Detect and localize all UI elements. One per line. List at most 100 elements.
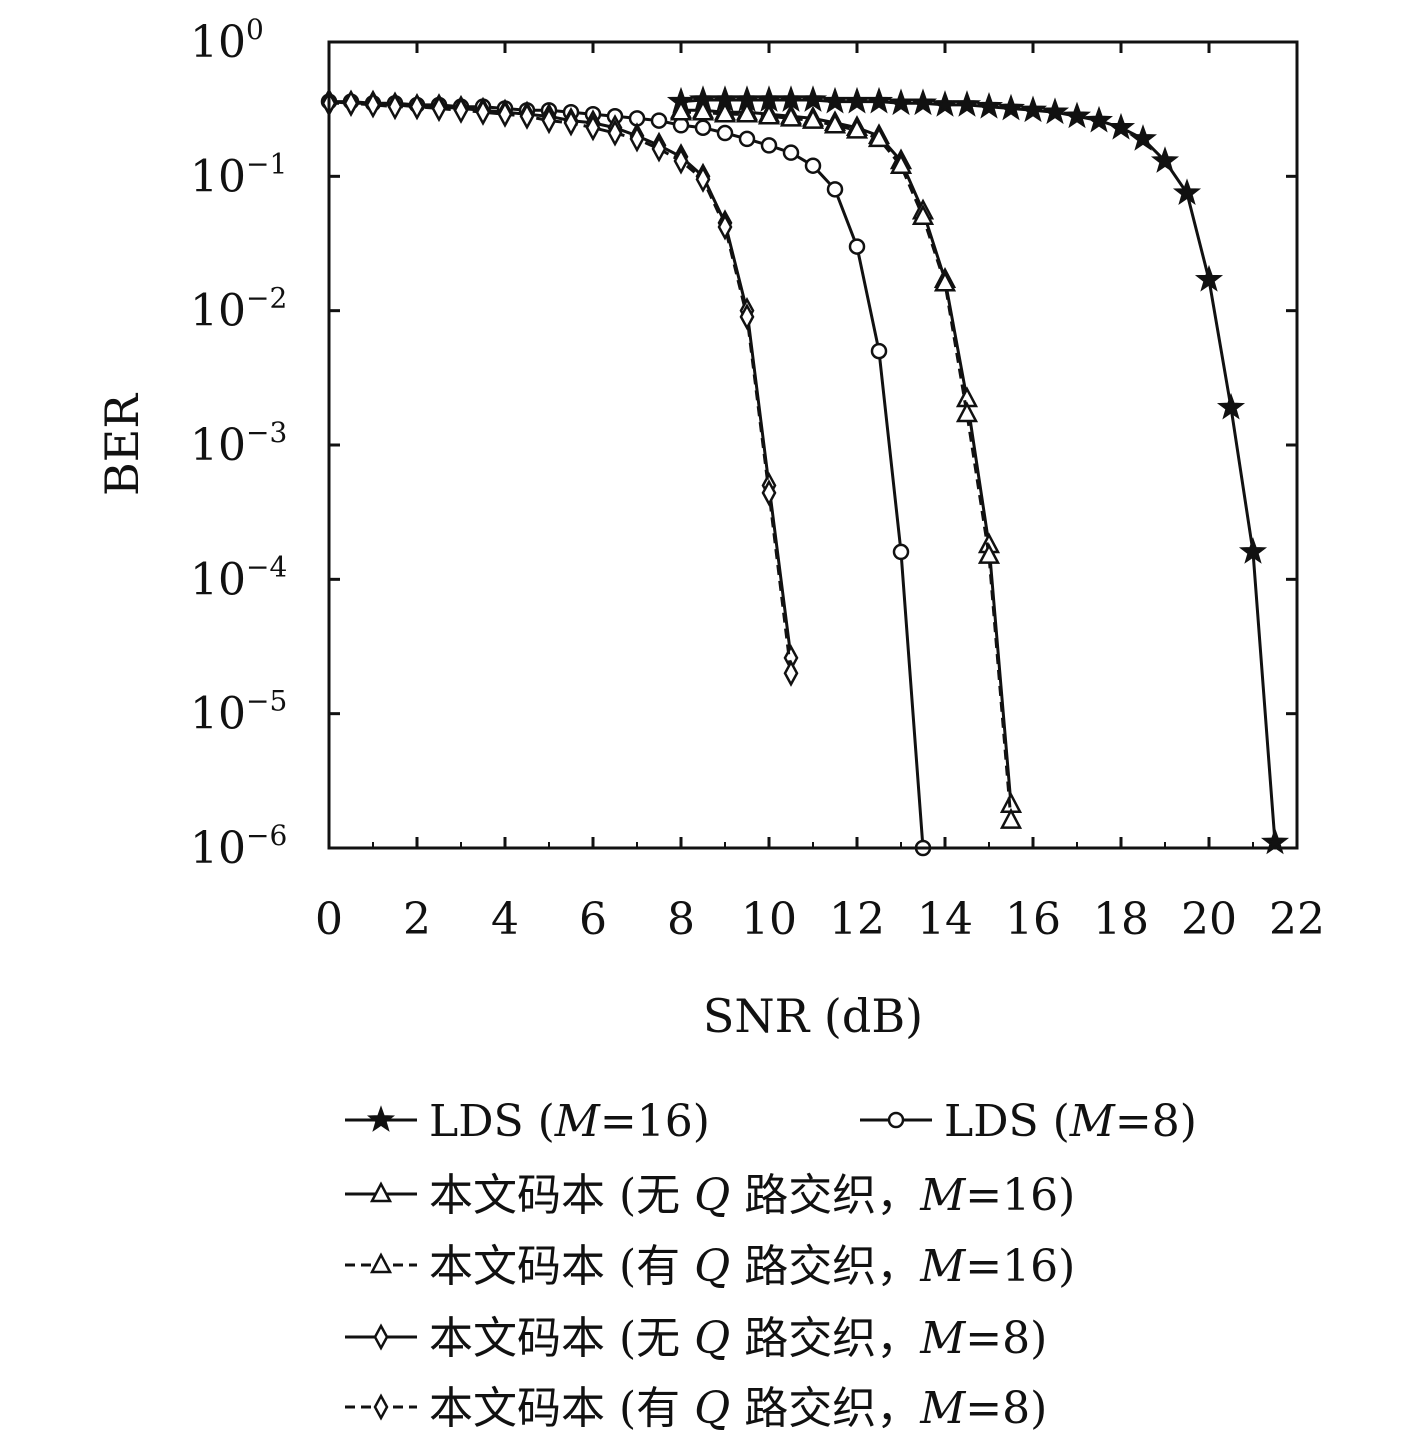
x-tick-label: 16 (1005, 894, 1061, 945)
legend-label: 本文码本 (有 Q 路交织，M=8) (429, 1383, 1047, 1434)
x-tick-label: 0 (315, 894, 343, 945)
data-point (757, 103, 781, 125)
x-tick-label: 20 (1181, 894, 1237, 945)
data-point (842, 86, 872, 114)
data-point (845, 117, 869, 139)
series-5 (321, 87, 799, 672)
y-tick-exponent: −6 (246, 819, 287, 852)
data-point (735, 101, 759, 123)
legend-label: LDS (M=16) (429, 1096, 710, 1147)
legend-label-part: 本文码本 (无 (429, 1313, 694, 1364)
data-point (541, 106, 557, 135)
data-point (782, 144, 800, 161)
legend-item: 本文码本 (有 Q 路交织，M=8) (345, 1383, 1047, 1434)
x-axis-title: SNR (dB) (703, 989, 923, 1043)
data-point (431, 94, 447, 123)
data-point (911, 204, 935, 226)
legend-label-part: =8) (1115, 1096, 1197, 1147)
legend-label-part: =16) (965, 1170, 1075, 1221)
data-point (761, 479, 777, 507)
x-tick-label: 8 (667, 894, 695, 945)
data-point (955, 401, 979, 423)
y-tick-label: 10−1 (190, 147, 287, 202)
data-point (779, 105, 803, 127)
series-6 (321, 89, 799, 687)
legend-label-part: M (919, 1383, 966, 1434)
data-point (823, 112, 847, 134)
y-tick-exponent: −5 (246, 685, 287, 718)
data-point (409, 93, 425, 121)
data-point (1085, 105, 1113, 133)
legend-label-part: LDS ( (944, 1096, 1070, 1147)
y-tick-label: 10−5 (190, 685, 287, 740)
y-tick-label: 10−6 (190, 819, 287, 874)
legend-label: 本文码本 (无 Q 路交织，M=16) (429, 1170, 1075, 1221)
data-point (497, 100, 513, 128)
data-point (908, 88, 938, 116)
y-tick-exponent: −4 (246, 550, 287, 583)
legend-label-part: Q (694, 1170, 730, 1221)
data-point (952, 90, 982, 117)
x-tick-label: 12 (829, 894, 885, 945)
data-point (977, 543, 1001, 564)
legend-item: 本文码本 (有 Q 路交织，M=16) (345, 1241, 1075, 1292)
data-point (1216, 392, 1246, 420)
y-tick-exponent: −1 (246, 147, 287, 180)
data-point (717, 213, 733, 241)
data-point (1194, 264, 1224, 292)
data-point (804, 157, 822, 174)
data-point (820, 86, 850, 114)
legend-marker (366, 1105, 396, 1132)
data-point (1129, 124, 1157, 151)
legend-label-part: M (919, 1170, 966, 1221)
x-tick-label: 10 (741, 894, 797, 945)
data-point (713, 101, 737, 123)
data-point (519, 102, 535, 130)
data-point (870, 342, 888, 360)
y-tick-label: 10−3 (190, 416, 287, 471)
legend-marker (369, 1252, 393, 1274)
legend-label: 本文码本 (有 Q 路交织，M=16) (429, 1241, 1075, 1292)
series-line (681, 110, 1013, 821)
legend-label-part: M (554, 1096, 601, 1147)
data-point (739, 303, 755, 331)
legend-label-part: =8) (965, 1313, 1047, 1364)
legend-label-part: Q (694, 1383, 730, 1434)
legend-item: 本文码本 (无 Q 路交织，M=8) (345, 1313, 1047, 1364)
y-tick-base: 10 (190, 823, 246, 874)
data-point (975, 91, 1003, 119)
data-point (864, 86, 894, 114)
legend-label-part: 本文码本 (有 (429, 1383, 694, 1434)
y-tick-base: 10 (190, 420, 246, 471)
data-point (475, 98, 491, 126)
legend-label-part: M (919, 1313, 966, 1364)
data-point (889, 153, 913, 174)
data-point (669, 99, 693, 121)
data-point (387, 93, 403, 121)
data-point (930, 90, 960, 117)
data-point (1018, 95, 1048, 123)
data-point (1040, 97, 1070, 125)
legend-label-part: 本文码本 (有 (429, 1241, 694, 1292)
legend-label-part: =16) (965, 1241, 1075, 1292)
data-point (673, 147, 689, 175)
x-tick-label: 4 (491, 894, 519, 945)
data-point (1063, 101, 1091, 129)
series-line (680, 98, 1277, 843)
x-tick-label: 14 (917, 894, 973, 945)
x-tick-label: 6 (579, 894, 607, 945)
legend-label-part: M (1069, 1096, 1116, 1147)
data-point (997, 93, 1025, 121)
legend-marker (887, 1111, 905, 1129)
y-tick-base: 10 (190, 151, 246, 202)
data-point (629, 125, 645, 153)
legend-label-part: M (919, 1241, 966, 1292)
data-point (1172, 178, 1202, 205)
plot-area (320, 85, 1290, 857)
series-line (329, 100, 925, 849)
series-line (681, 108, 1013, 805)
y-tick-label: 10−4 (190, 550, 287, 605)
y-tick-exponent: −2 (246, 282, 287, 315)
data-point (716, 124, 734, 142)
